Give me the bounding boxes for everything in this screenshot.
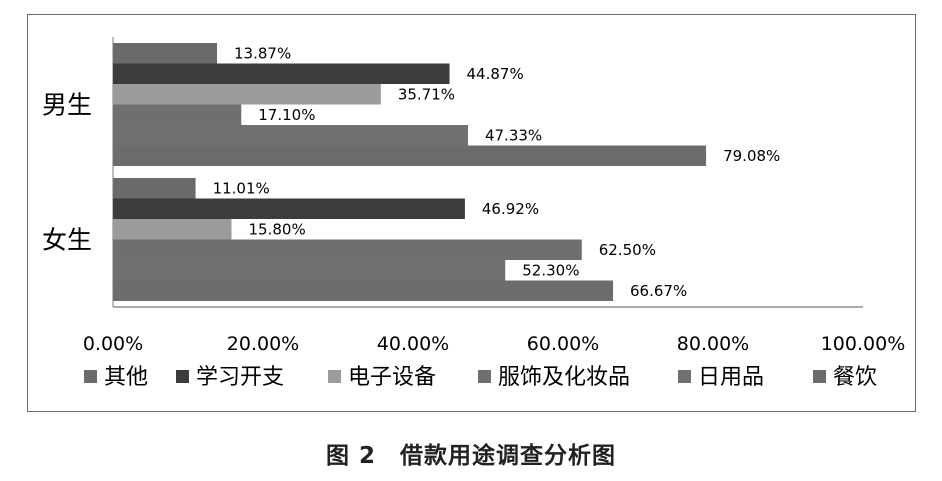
legend-swatch-6 xyxy=(813,370,826,383)
bar-1-3 xyxy=(113,84,381,105)
x-tick-label-3: 40.00% xyxy=(377,333,449,355)
bar-2-2 xyxy=(113,198,465,219)
data-label-1-4: 17.10% xyxy=(258,106,315,124)
category-label-1: 男生 xyxy=(42,91,92,120)
legend-label-6: 餐饮 xyxy=(833,365,877,390)
bar-2-6 xyxy=(113,280,614,301)
data-label-1-1: 13.87% xyxy=(234,44,291,62)
bar-1-6 xyxy=(113,145,707,166)
bar-1-4 xyxy=(113,104,242,125)
legend-swatch-2 xyxy=(176,370,189,383)
legend-swatch-3 xyxy=(328,370,341,383)
bar-chart: 13.87% 44.87% 35.71% 17.10% 47.33% 79.08% 男生 11… xyxy=(42,37,906,390)
legend-swatch-4 xyxy=(478,370,491,383)
chart-frame: 13.87% 44.87% 35.71% 17.10% 47.33% 79.08% 男生 11… xyxy=(27,14,916,412)
x-tick-label-5: 80.00% xyxy=(677,333,749,355)
x-tick-label-6: 100.00% xyxy=(821,333,906,355)
data-label-1-2: 44.87% xyxy=(467,65,524,83)
legend-label-2: 学习开支 xyxy=(196,365,284,390)
data-label-2-5: 52.30% xyxy=(522,261,579,279)
bar-2-3 xyxy=(113,219,232,240)
bar-1-2 xyxy=(113,63,450,84)
x-tick-label-4: 60.00% xyxy=(527,333,599,355)
data-label-1-6: 79.08% xyxy=(723,147,780,165)
x-tick-label-2: 20.00% xyxy=(227,333,299,355)
category-label-2: 女生 xyxy=(42,226,92,255)
data-label-2-2: 46.92% xyxy=(482,200,539,218)
bar-1-5 xyxy=(113,125,468,146)
data-label-2-4: 62.50% xyxy=(599,241,656,259)
legend-swatch-5 xyxy=(678,370,691,383)
bar-2-5 xyxy=(113,260,506,281)
data-label-2-3: 15.80% xyxy=(249,220,306,238)
data-label-1-3: 35.71% xyxy=(398,85,455,103)
legend-label-1: 其他 xyxy=(104,365,148,390)
bar-2-4 xyxy=(113,239,582,260)
data-label-2-6: 66.67% xyxy=(630,282,687,300)
figure-caption: 图 2 借款用途调查分析图 xyxy=(325,443,616,469)
x-tick-label-1: 0.00% xyxy=(83,333,143,355)
data-label-1-5: 47.33% xyxy=(485,126,542,144)
bar-2-1 xyxy=(113,178,196,199)
bar-1-1 xyxy=(113,43,218,64)
legend-swatch-1 xyxy=(84,370,97,383)
data-label-2-1: 11.01% xyxy=(213,179,270,197)
legend-label-4: 服饰及化妆品 xyxy=(498,365,630,390)
legend-label-3: 电子设备 xyxy=(348,365,436,390)
legend-label-5: 日用品 xyxy=(698,365,764,390)
